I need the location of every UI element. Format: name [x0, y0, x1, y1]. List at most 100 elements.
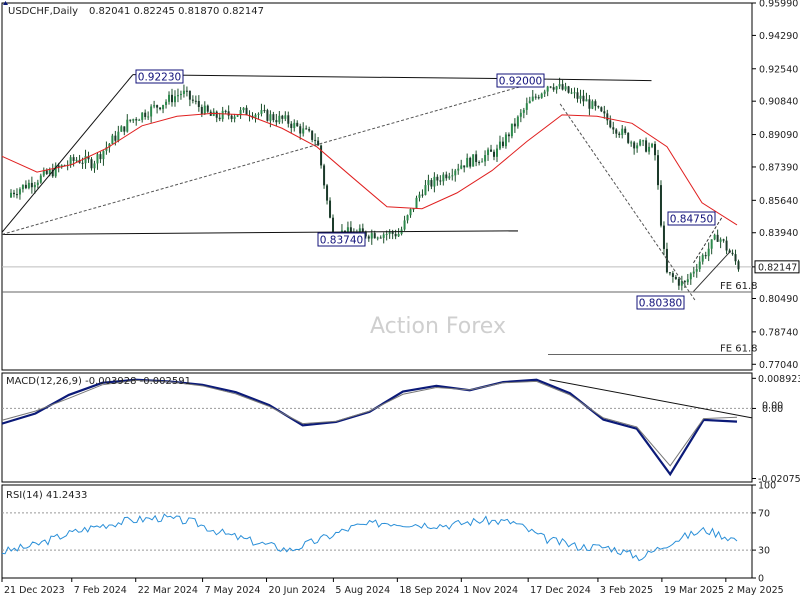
x-tick-label: 7 May 2024: [205, 585, 261, 596]
candle-body: [543, 91, 546, 94]
candle-body: [594, 101, 597, 107]
candle-body: [424, 185, 427, 195]
trendline: [1, 78, 548, 235]
candle-body: [135, 119, 138, 121]
candle-body: [546, 86, 549, 92]
last-price-box: [754, 260, 800, 274]
candle-body: [573, 92, 576, 94]
x-tick-label: 1 Nov 2024: [463, 585, 518, 596]
trendline: [1, 230, 518, 235]
trendline: [1, 74, 134, 233]
price-tick-label: 0.85640: [759, 196, 798, 207]
candle-body: [141, 112, 144, 120]
candle-body: [510, 123, 513, 137]
candle-body: [671, 273, 674, 277]
candle-body: [12, 192, 15, 195]
candle-body: [457, 168, 460, 171]
candle-body: [597, 106, 600, 108]
candle-body: [197, 100, 200, 107]
candle-body: [493, 151, 496, 157]
candle-body: [96, 154, 99, 164]
candle-body: [516, 116, 519, 127]
candle-body: [421, 194, 424, 196]
candle-body: [454, 170, 457, 176]
candle-body: [314, 139, 317, 141]
channel-line: [693, 217, 723, 264]
candle-body: [427, 180, 430, 186]
macd-label: MACD(12,26,9) -0.003928 -0.002591: [6, 376, 191, 387]
candle-body: [549, 86, 552, 88]
candle-body: [21, 184, 24, 190]
rsi-tick-label: 0: [758, 574, 764, 585]
candle-body: [159, 107, 162, 110]
candle-body: [308, 129, 311, 131]
candle-body: [293, 122, 296, 129]
price-tick-label: 0.82147: [758, 262, 797, 273]
candle-body: [284, 115, 287, 119]
candle-body: [609, 120, 612, 128]
price-tick-label: 0.77040: [759, 360, 798, 371]
candle-body: [531, 96, 534, 101]
candle-body: [272, 114, 275, 121]
price-tick-label: 0.87390: [759, 162, 798, 173]
candle-body: [111, 135, 114, 144]
candle-body: [275, 120, 278, 123]
candle-body: [704, 255, 707, 257]
macd-line: [1, 378, 738, 477]
candle-body: [648, 146, 651, 152]
candle-body: [87, 155, 90, 160]
candle-body: [591, 101, 594, 109]
candle-body: [537, 97, 540, 99]
x-tick-label: 19 Mar 2025: [664, 585, 724, 596]
candle-body: [230, 115, 233, 119]
candle-body: [218, 117, 221, 120]
candle-body: [522, 109, 525, 113]
candle-body: [206, 105, 209, 112]
candle-body: [710, 239, 713, 249]
collapse-arrow-icon: [3, 1, 8, 5]
candle-body: [194, 100, 197, 102]
x-tick-label: 20 Jun 2024: [269, 585, 326, 596]
candle-body: [90, 159, 93, 169]
candle-body: [236, 115, 239, 117]
candle-body: [481, 161, 484, 163]
candle-body: [361, 228, 364, 232]
price-annotation-label: 0.80380: [639, 298, 682, 310]
candle-body: [588, 99, 591, 109]
candle-body: [692, 271, 695, 274]
candle-body: [10, 192, 12, 198]
candle-body: [603, 111, 606, 114]
candle-body: [18, 189, 21, 195]
candle-body: [147, 116, 150, 118]
candle-body: [564, 86, 567, 90]
candle-body: [618, 133, 621, 135]
candle-body: [430, 180, 433, 187]
candle-body: [654, 143, 657, 156]
candle-body: [513, 123, 516, 127]
candle-body: [203, 105, 206, 114]
candle-body: [534, 96, 537, 98]
candle-body: [716, 234, 719, 242]
macd-tick-label: -0.020759: [758, 474, 800, 485]
rsi-line: [1, 513, 738, 562]
price-annotation-label: 0.92000: [499, 76, 542, 88]
ohlc-label: 0.82041 0.82245 0.81870 0.82147: [89, 6, 264, 17]
candle-body: [585, 99, 588, 102]
candle-body: [358, 228, 361, 233]
candle-body: [439, 180, 442, 182]
macd-trendline: [549, 379, 753, 419]
candle-body: [555, 86, 558, 90]
x-tick-label: 22 Mar 2024: [138, 585, 198, 596]
candle-body: [436, 176, 439, 181]
candle-body: [615, 129, 618, 134]
macd-signal-line: [1, 379, 738, 467]
candle-body: [707, 248, 710, 257]
candle-body: [579, 95, 582, 99]
price-tick-label: 0.92540: [759, 64, 798, 75]
candle-body: [278, 115, 281, 123]
candle-body: [606, 113, 609, 121]
candle-body: [84, 155, 87, 164]
candle-body: [561, 84, 564, 90]
x-tick-label: 18 Sep 2024: [399, 585, 459, 596]
